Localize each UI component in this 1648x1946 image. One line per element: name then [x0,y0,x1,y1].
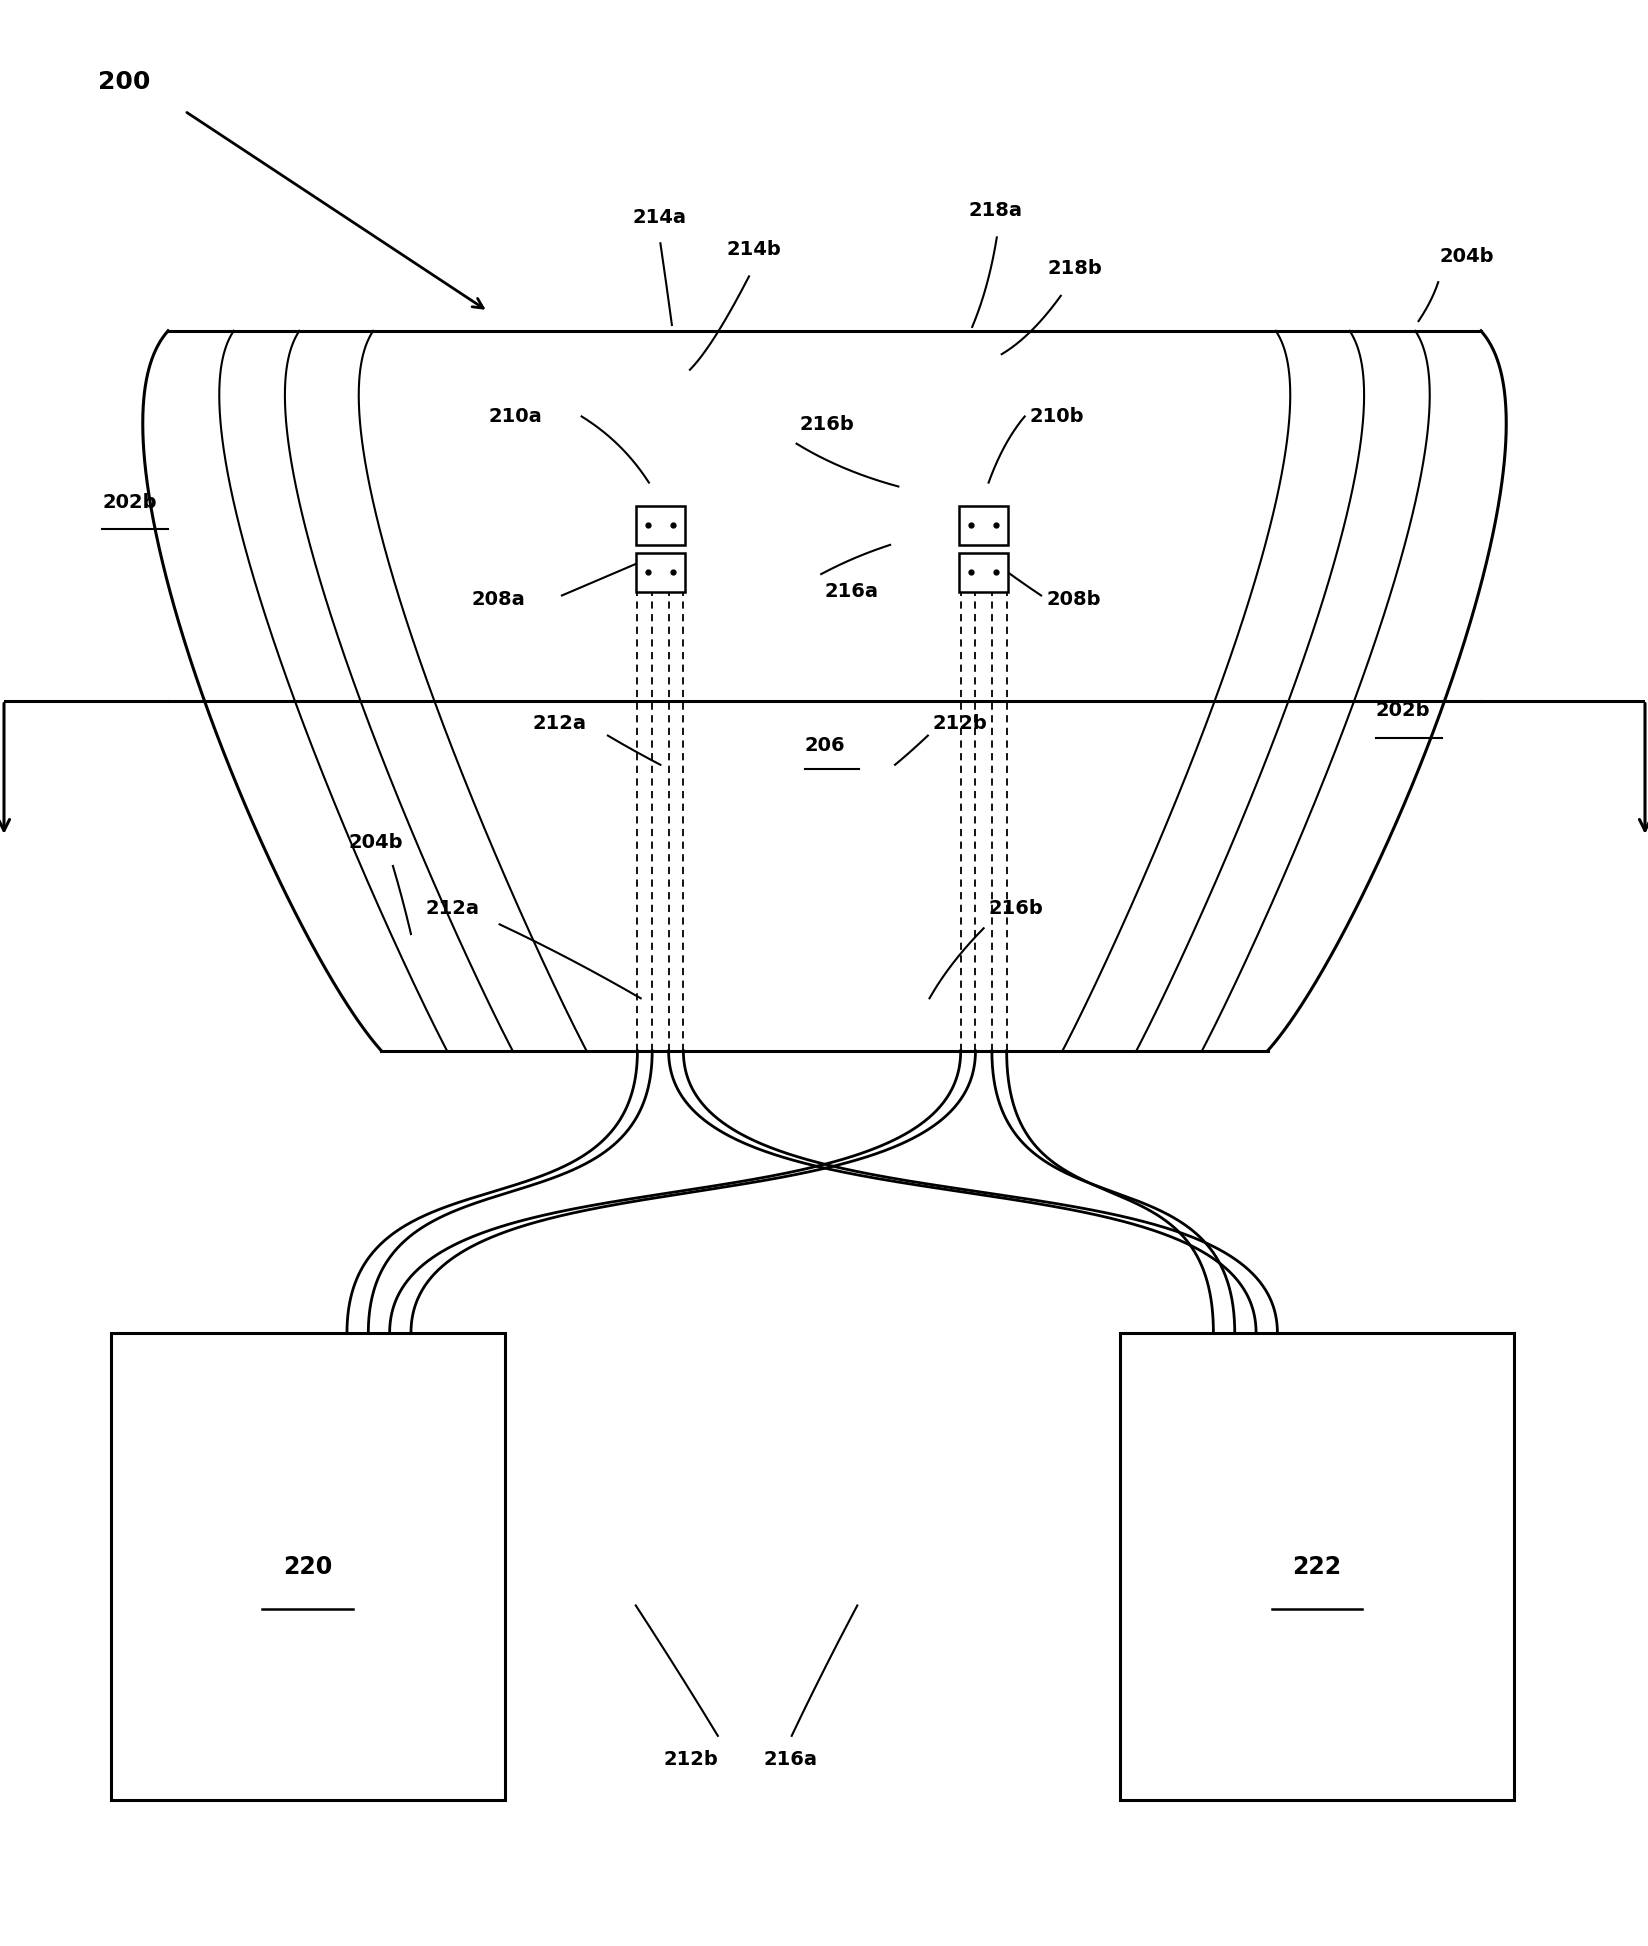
Text: 212b: 212b [662,1749,717,1769]
Text: 212a: 212a [532,714,587,734]
Text: 216b: 216b [799,414,854,434]
Text: 216b: 216b [989,899,1043,919]
Bar [110,1333,504,1800]
Text: 218b: 218b [1046,259,1103,278]
Bar [959,553,1007,592]
Bar [636,553,684,592]
Text: 208a: 208a [471,590,526,609]
Text: 204b: 204b [1439,247,1493,267]
Text: 220: 220 [283,1555,331,1578]
Text: 202b: 202b [102,492,157,512]
Text: 212a: 212a [425,899,480,919]
Text: 216a: 216a [763,1749,817,1769]
Text: 212b: 212b [933,714,987,734]
Text: 214a: 214a [633,208,686,228]
Bar [636,506,684,545]
Text: 210a: 210a [488,407,542,426]
Text: 214b: 214b [725,239,780,259]
Text: 210b: 210b [1028,407,1083,426]
Text: 206: 206 [804,736,845,755]
Text: 202b: 202b [1374,701,1429,720]
Bar [1119,1333,1513,1800]
Text: 200: 200 [97,70,150,93]
Text: 222: 222 [1292,1555,1340,1578]
Text: 208b: 208b [1045,590,1099,609]
Bar [959,506,1007,545]
Text: 218a: 218a [969,200,1022,220]
Text: 204b: 204b [348,833,402,852]
Text: 216a: 216a [824,582,878,601]
